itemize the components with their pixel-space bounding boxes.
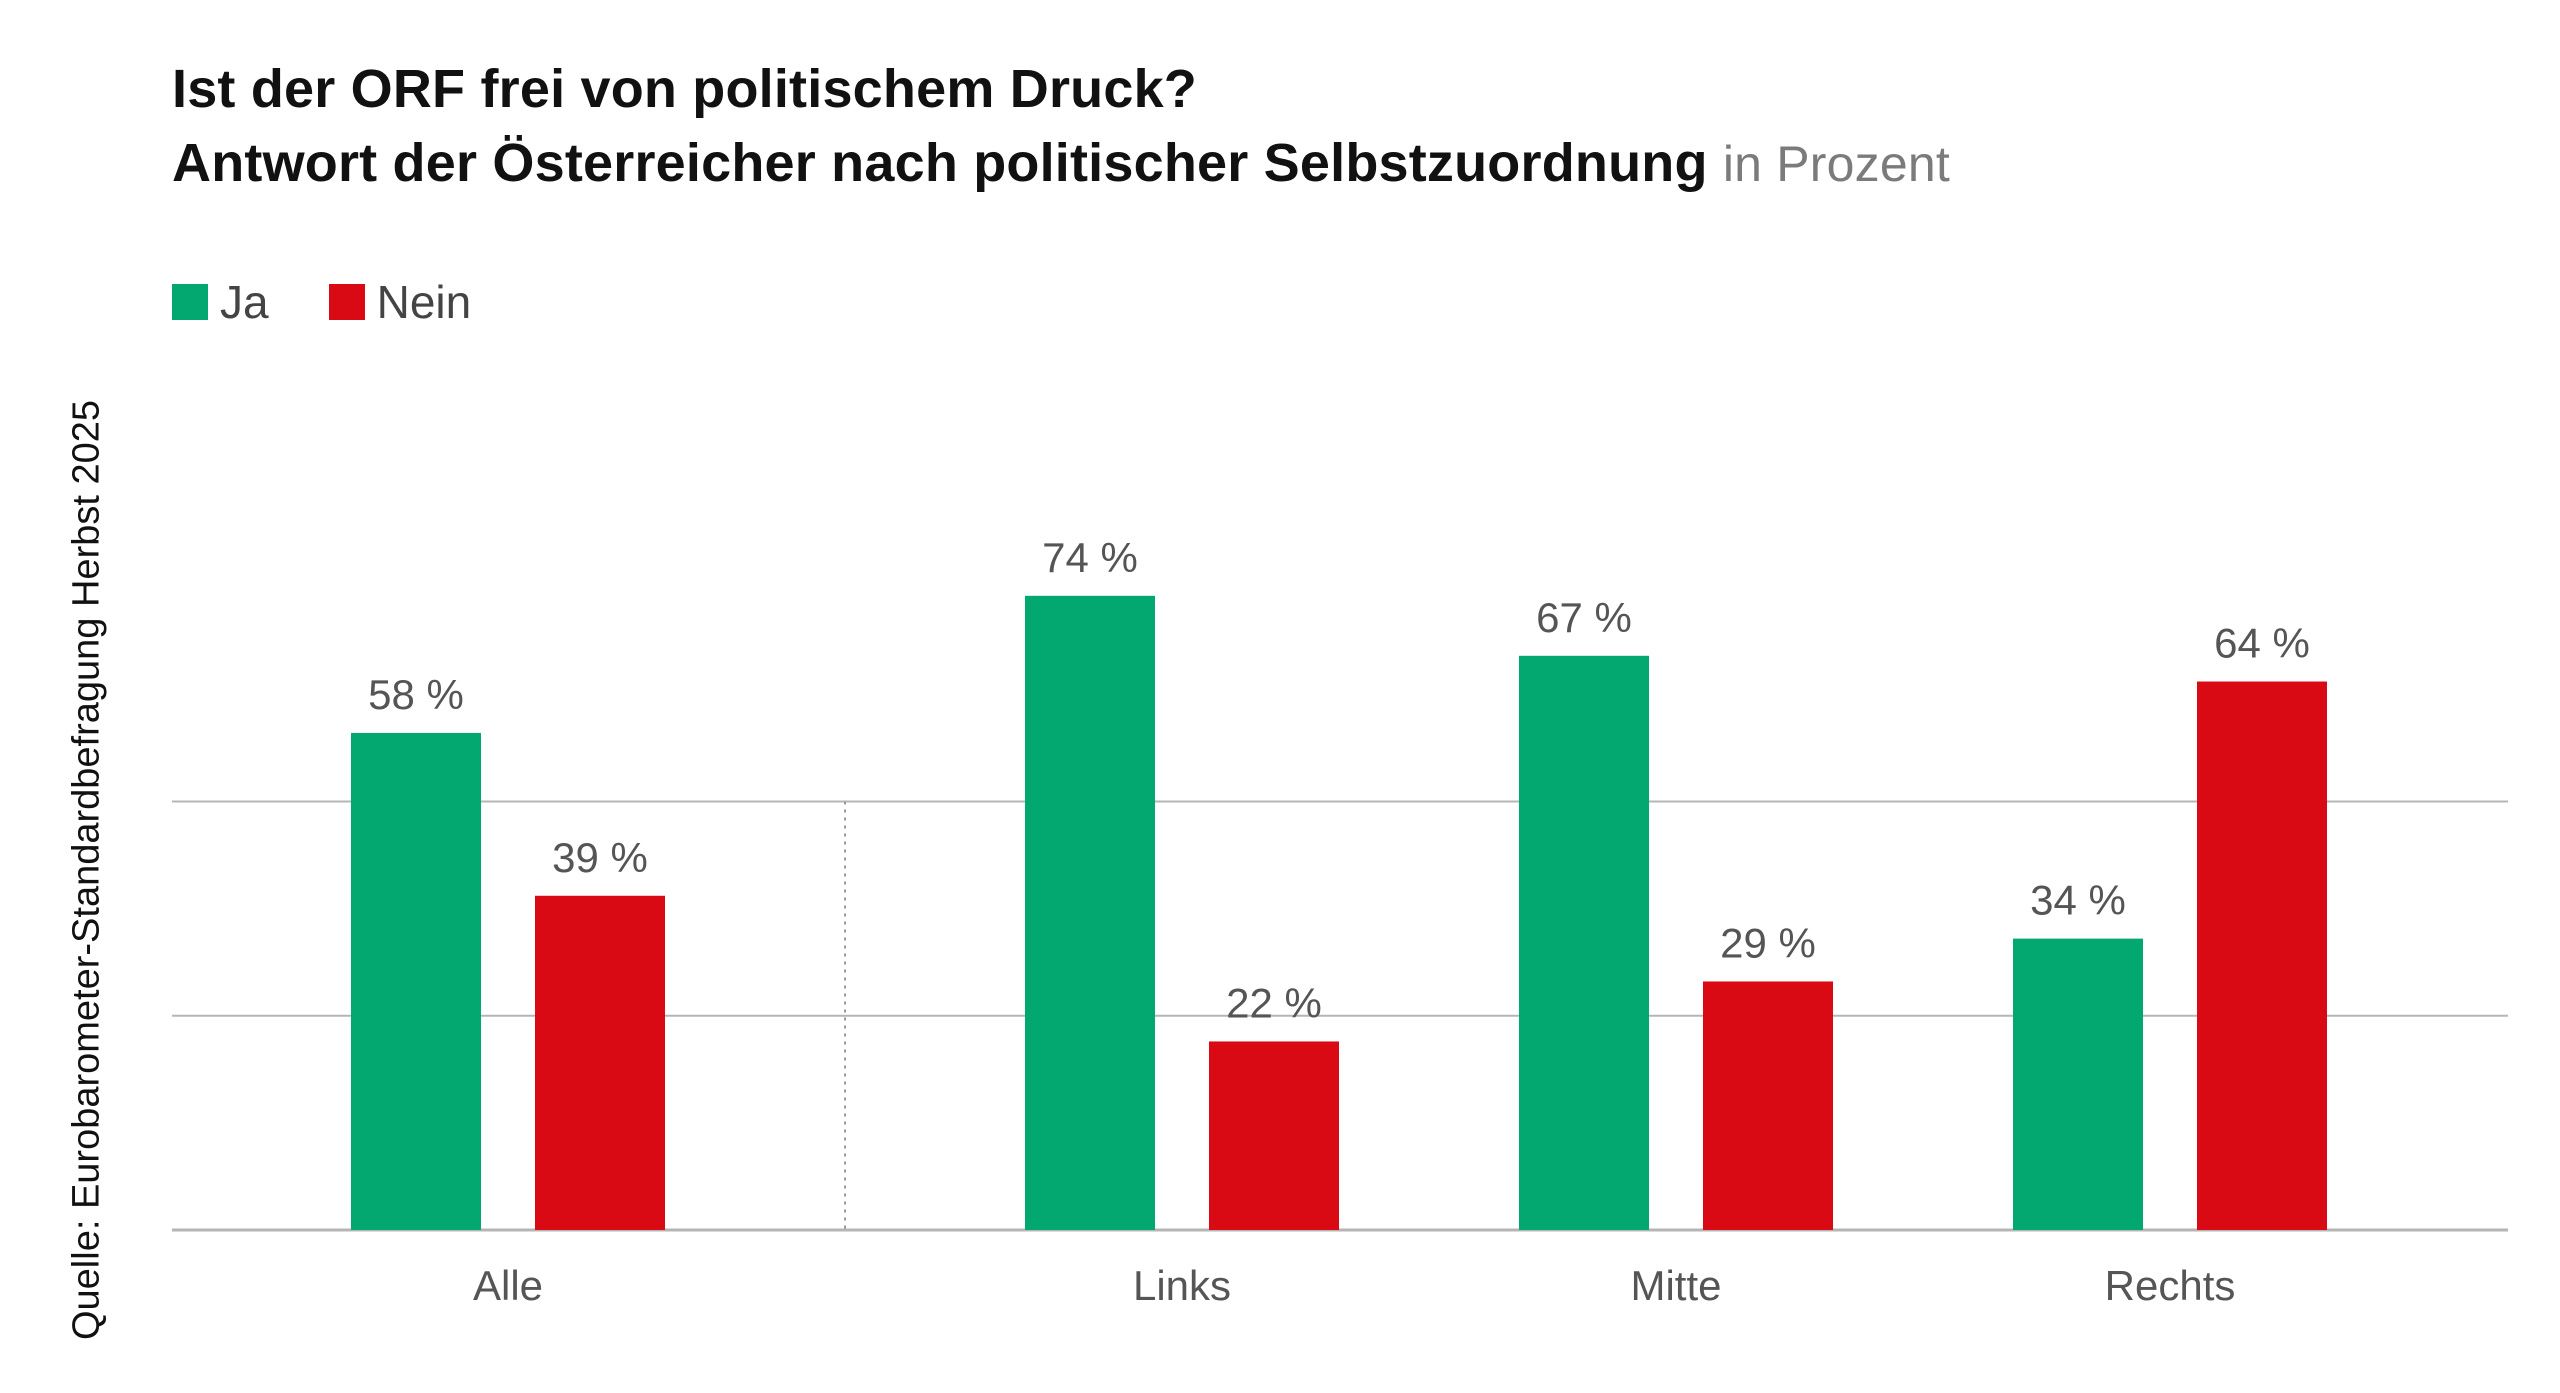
category-label-links: Links xyxy=(1133,1262,1231,1309)
data-label-ja-mitte: 67 % xyxy=(1536,594,1632,641)
legend: Ja Nein xyxy=(172,275,531,329)
chart-title: Ist der ORF frei von politischem Druck? … xyxy=(172,52,1950,201)
grid-layer xyxy=(172,800,2508,1232)
title-line-1: Ist der ORF frei von politischem Druck? xyxy=(172,59,1197,119)
legend-item-nein: Nein xyxy=(328,275,472,329)
bar-ja-links xyxy=(1025,595,1155,1230)
title-subtitle: Antwort der Österreicher nach politische… xyxy=(172,133,1708,193)
data-label-ja-rechts: 34 % xyxy=(2030,877,2126,924)
bars-layer xyxy=(351,595,2327,1230)
bar-nein-links xyxy=(1209,1041,1339,1230)
legend-label-nein: Nein xyxy=(376,276,472,328)
category-label-mitte: Mitte xyxy=(1630,1262,1721,1309)
data-label-nein-alle: 39 % xyxy=(552,834,648,881)
data-label-nein-links: 22 % xyxy=(1226,979,1322,1026)
bar-ja-mitte xyxy=(1519,655,1649,1230)
bar-nein-alle xyxy=(535,895,665,1230)
title-unit: in Prozent xyxy=(1722,136,1950,192)
bar-ja-alle xyxy=(351,732,481,1230)
title-line-2: Antwort der Österreicher nach politische… xyxy=(172,126,1950,201)
category-label-alle: Alle xyxy=(473,1262,543,1309)
bar-nein-mitte xyxy=(1703,981,1833,1230)
data-label-ja-alle: 58 % xyxy=(368,671,464,718)
legend-label-ja: Ja xyxy=(220,276,269,328)
bar-nein-rechts xyxy=(2197,681,2327,1230)
legend-swatch-nein xyxy=(328,284,365,320)
labels-layer: 58 % 74 % 67 % 34 % 39 % 22 % 29 % 64 % xyxy=(368,534,2310,1027)
bar-ja-rechts xyxy=(2013,938,2143,1230)
category-label-rechts: Rechts xyxy=(2105,1262,2236,1309)
data-label-nein-mitte: 29 % xyxy=(1720,919,1816,966)
data-label-nein-rechts: 64 % xyxy=(2214,620,2310,667)
category-labels: Alle Links Mitte Rechts xyxy=(473,1262,2235,1309)
legend-item-ja: Ja xyxy=(172,275,269,329)
legend-swatch-ja xyxy=(172,284,208,320)
data-label-ja-links: 74 % xyxy=(1042,534,1138,581)
